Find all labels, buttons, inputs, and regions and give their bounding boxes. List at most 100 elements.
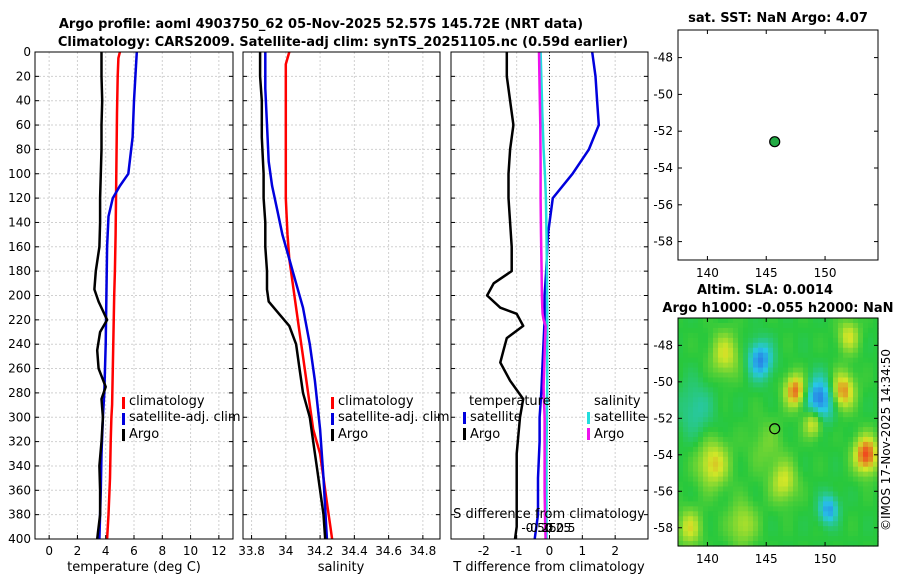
sla-cell xyxy=(688,352,694,359)
sla-cell xyxy=(733,461,739,468)
sla-cell xyxy=(708,402,714,408)
sla-cell xyxy=(763,432,769,438)
sla-cell xyxy=(698,516,704,522)
sla-cell xyxy=(858,327,864,334)
sla-cell xyxy=(828,461,834,468)
sla-cell xyxy=(723,486,729,493)
sla-cell xyxy=(778,392,784,398)
sla-cell xyxy=(698,392,704,398)
sla-cell xyxy=(708,318,714,324)
sla-cell xyxy=(813,352,819,359)
sla-cell xyxy=(693,496,699,502)
sla-cell xyxy=(813,377,819,384)
sla-cell xyxy=(793,471,799,478)
sla-cell xyxy=(763,481,769,488)
sla-cell xyxy=(783,407,789,413)
sla-cell xyxy=(678,337,684,344)
sla-cell xyxy=(778,461,784,468)
sla-cell xyxy=(713,427,719,433)
sla-cell xyxy=(793,392,799,398)
map-y-tick-label: -58 xyxy=(653,235,673,249)
sla-cell xyxy=(753,402,759,408)
sla-cell xyxy=(768,451,774,458)
sla-cell xyxy=(758,521,764,527)
sla-cell xyxy=(763,486,769,493)
sla-cell xyxy=(778,422,784,428)
sla-cell xyxy=(828,521,834,527)
sla-cell xyxy=(758,372,764,379)
sla-cell xyxy=(733,372,739,379)
sla-cell xyxy=(863,526,869,532)
sla-cell xyxy=(873,318,879,324)
sla-cell xyxy=(773,392,779,398)
sla-cell xyxy=(698,451,704,458)
sla-cell xyxy=(753,481,759,488)
sla-cell xyxy=(713,516,719,522)
y-tick-label: 60 xyxy=(16,118,31,132)
map-y-tick-label: -48 xyxy=(653,51,673,65)
sla-cell xyxy=(743,506,749,512)
sla-cell xyxy=(848,357,854,364)
sla-cell xyxy=(833,377,839,384)
sla-cell xyxy=(813,367,819,374)
sla-cell xyxy=(678,377,684,384)
sla-cell xyxy=(863,372,869,379)
sla-cell xyxy=(703,412,709,418)
sla-cell xyxy=(838,451,844,458)
sla-cell xyxy=(758,536,764,542)
sla-cell xyxy=(863,521,869,527)
sla-cell xyxy=(768,496,774,502)
sla-cell xyxy=(858,318,864,324)
sla-cell xyxy=(688,476,694,483)
series-t-satellite xyxy=(533,51,601,540)
sla-cell xyxy=(753,352,759,359)
sla-cell xyxy=(833,531,839,537)
sla-cell xyxy=(858,392,864,398)
sla-cell xyxy=(868,432,874,438)
sla-cell xyxy=(703,342,709,349)
sla-cell xyxy=(688,382,694,388)
sla-cell xyxy=(768,318,774,324)
sla-cell xyxy=(738,436,744,443)
sla-cell xyxy=(848,347,854,354)
sla-cell xyxy=(868,417,874,423)
y-tick-label: 280 xyxy=(8,386,31,400)
sla-cell xyxy=(783,526,789,532)
sla-cell xyxy=(703,318,709,324)
sla-cell xyxy=(808,466,814,473)
sla-cell xyxy=(718,422,724,428)
sla-cell xyxy=(828,372,834,379)
sla-cell xyxy=(838,526,844,532)
sla-cell xyxy=(813,402,819,408)
sla-cell xyxy=(713,407,719,413)
sla-cell xyxy=(753,511,759,517)
sla-cell xyxy=(733,382,739,388)
sla-cell xyxy=(793,382,799,388)
sla-cell xyxy=(738,327,744,334)
sla-cell xyxy=(813,412,819,418)
sla-cell xyxy=(753,441,759,448)
sla-cell xyxy=(733,387,739,393)
sla-cell xyxy=(708,332,714,339)
sla-cell xyxy=(688,362,694,369)
sla-cell xyxy=(718,402,724,408)
sla-cell xyxy=(843,377,849,384)
sla-cell xyxy=(698,441,704,448)
sla-cell xyxy=(803,367,809,374)
sla-cell xyxy=(733,427,739,433)
sla-cell xyxy=(848,496,854,502)
sla-cell xyxy=(803,392,809,398)
sla-cell xyxy=(778,531,784,537)
sla-cell xyxy=(743,491,749,498)
sla-cell xyxy=(733,441,739,448)
sla-cell xyxy=(738,491,744,498)
sla-cell xyxy=(873,387,879,393)
sla-cell xyxy=(823,392,829,398)
sla-cell xyxy=(753,318,759,324)
sla-cell xyxy=(838,337,844,344)
sla-cell xyxy=(703,496,709,502)
sla-cell xyxy=(743,521,749,527)
sla-cell xyxy=(798,337,804,344)
sla-cell xyxy=(803,526,809,532)
sla-cell xyxy=(713,491,719,498)
